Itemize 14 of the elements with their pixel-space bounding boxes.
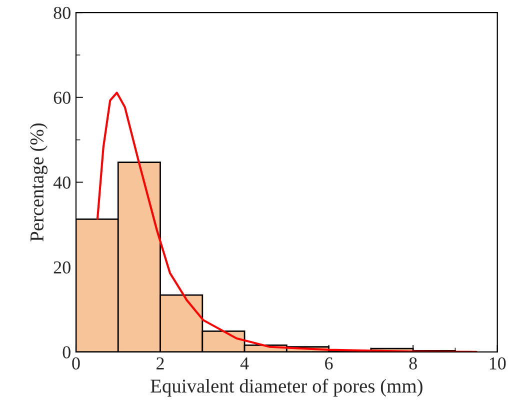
x-tick-label: 2 (156, 357, 164, 370)
y-tick-label: 80 (54, 6, 70, 20)
y-axis-title: Percentage (%) (30, 123, 48, 242)
x-tick-label: 4 (240, 357, 249, 370)
x-tick-label: 10 (490, 357, 506, 370)
x-tick-label: 0 (72, 357, 80, 370)
y-tick-label: 40 (53, 176, 70, 189)
line-series (96, 92, 478, 352)
y-tick-label: 60 (54, 92, 70, 104)
x-tick-label: 8 (409, 357, 417, 370)
y-tick-label: 20 (54, 261, 70, 274)
x-tick-label: 6 (325, 357, 333, 370)
y-tick-label: 0 (62, 346, 70, 358)
x-axis-title: Equivalent diameter of pores (mm) (150, 378, 422, 397)
